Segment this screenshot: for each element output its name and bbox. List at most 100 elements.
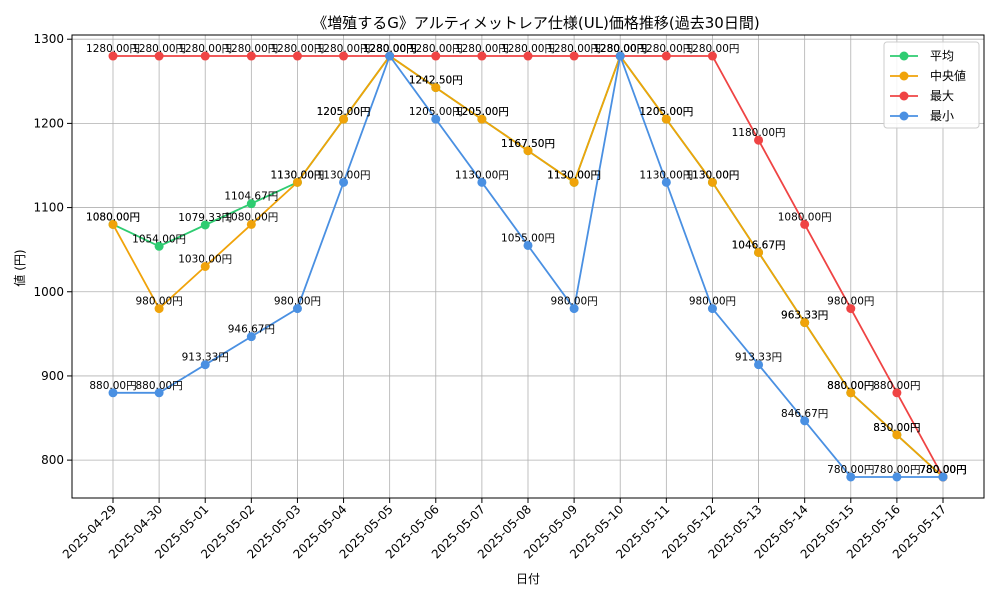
data-label: 1046.67円 xyxy=(732,239,786,251)
data-point xyxy=(200,360,210,370)
data-label: 1130.00円 xyxy=(455,169,509,181)
data-point xyxy=(661,51,671,61)
data-label: 1104.67円 xyxy=(224,191,278,203)
data-label: 1205.00円 xyxy=(455,106,509,118)
data-label: 1205.00円 xyxy=(317,106,371,118)
data-label: 963.33円 xyxy=(781,310,828,322)
data-label: 1130.00円 xyxy=(270,169,324,181)
data-label: 1205.00円 xyxy=(317,106,371,118)
data-label: 1280.00円 xyxy=(178,43,232,55)
data-point xyxy=(892,430,902,440)
data-label: 1130.00円 xyxy=(547,169,601,181)
data-label: 980.00円 xyxy=(689,296,736,308)
data-point xyxy=(569,304,579,314)
legend-box xyxy=(883,41,980,129)
data-label: 1130.00円 xyxy=(270,169,324,181)
grid xyxy=(72,35,984,498)
data-label: 1280.00円 xyxy=(363,43,417,55)
data-label: 1079.33円 xyxy=(178,212,232,224)
data-point xyxy=(200,262,210,271)
data-point xyxy=(200,51,210,61)
data-label: 1280.00円 xyxy=(547,43,601,55)
legend-label: 中央値 xyxy=(930,68,966,83)
data-label: 980.00円 xyxy=(135,296,182,308)
data-point xyxy=(661,177,671,187)
data-label: 1280.00円 xyxy=(455,43,509,55)
y-axis-label: 値 (円) xyxy=(12,249,27,286)
data-point xyxy=(523,146,533,156)
data-point xyxy=(431,114,441,124)
data-label: 1167.50円 xyxy=(501,138,555,150)
data-point xyxy=(754,135,764,145)
data-label: 1167.50円 xyxy=(501,138,555,150)
data-label: 1280.00円 xyxy=(363,43,417,55)
data-point xyxy=(754,360,764,370)
data-label: 1080.00円 xyxy=(224,211,278,223)
data-point xyxy=(800,416,810,426)
data-point xyxy=(846,388,856,398)
legend-marker xyxy=(899,91,909,101)
data-label: 1280.00円 xyxy=(317,43,371,55)
data-label: 1080.00円 xyxy=(86,211,140,223)
data-point xyxy=(661,114,671,124)
data-point xyxy=(846,304,856,314)
data-label: 913.33円 xyxy=(735,352,782,364)
data-point xyxy=(246,199,256,209)
data-label: 1130.00円 xyxy=(639,169,693,181)
data-point xyxy=(477,114,487,124)
legend-label: 最大 xyxy=(930,89,954,103)
y-tick-label: 900 xyxy=(41,369,64,383)
data-point xyxy=(154,304,164,314)
legend-marker xyxy=(899,51,909,61)
data-point xyxy=(431,51,441,61)
data-point xyxy=(846,472,856,482)
data-label: 1130.00円 xyxy=(547,169,601,181)
data-point xyxy=(615,51,625,61)
chart-title: 《増殖するG》アルティメットレア仕様(UL)価格推移(過去30日間) xyxy=(312,14,759,32)
data-point xyxy=(707,177,717,187)
data-label: 1280.00円 xyxy=(639,43,693,55)
data-label: 1280.00円 xyxy=(363,43,417,55)
data-point xyxy=(246,219,256,229)
data-label: 1130.00円 xyxy=(317,169,371,181)
data-point xyxy=(800,219,810,229)
data-label: 1205.00円 xyxy=(639,106,693,118)
data-label: 1130.00円 xyxy=(685,169,739,181)
data-label: 1280.00円 xyxy=(501,43,555,55)
data-label: 880.00円 xyxy=(827,380,874,392)
legend-label: 最小 xyxy=(930,109,954,123)
data-label: 780.00円 xyxy=(919,464,966,476)
data-point xyxy=(707,304,717,314)
data-point xyxy=(292,51,302,61)
data-label: 946.67円 xyxy=(228,324,275,336)
data-label: 1280.00円 xyxy=(593,43,647,55)
data-label: 780.00円 xyxy=(919,464,966,476)
data-label: 830.00円 xyxy=(873,422,920,434)
data-point xyxy=(292,304,302,314)
data-label: 1280.00円 xyxy=(86,43,140,55)
data-point xyxy=(707,51,717,61)
data-point xyxy=(339,177,349,187)
data-label: 1205.00円 xyxy=(409,106,463,118)
data-point xyxy=(477,177,487,187)
data-point xyxy=(246,51,256,61)
data-point xyxy=(200,220,210,230)
data-label: 913.33円 xyxy=(182,352,229,364)
data-label: 880.00円 xyxy=(827,380,874,392)
data-point xyxy=(523,240,533,250)
y-tick-label: 1100 xyxy=(33,201,64,215)
data-label: 1280.00円 xyxy=(224,43,278,55)
data-point xyxy=(800,318,810,328)
data-point xyxy=(154,51,164,61)
data-label: 880.00円 xyxy=(89,380,136,392)
data-label: 1130.00円 xyxy=(685,169,739,181)
data-label: 1280.00円 xyxy=(132,43,186,55)
y-tick-label: 1300 xyxy=(33,32,64,46)
data-point xyxy=(892,472,902,482)
data-label: 1280.00円 xyxy=(409,43,463,55)
data-label: 846.67円 xyxy=(781,408,828,420)
data-label: 1205.00円 xyxy=(455,106,509,118)
